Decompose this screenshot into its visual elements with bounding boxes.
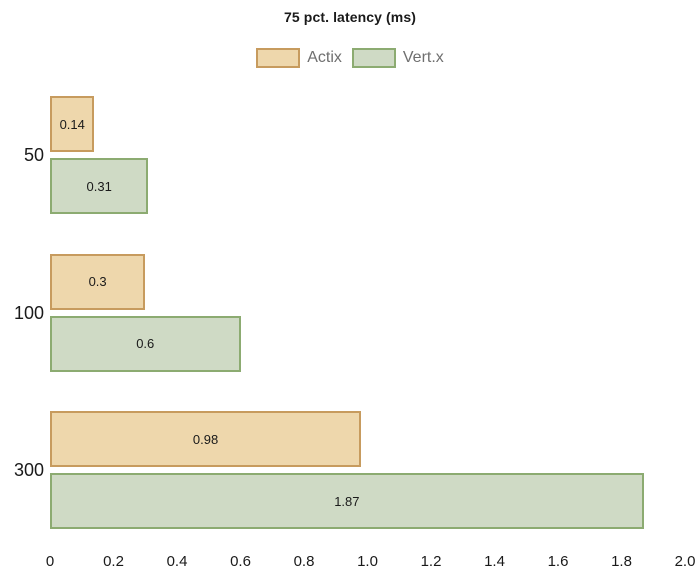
category-label-50: 50 [23,145,44,165]
bar-actix-100: 0.3 [50,253,146,310]
legend-label: Vert.x [402,49,444,66]
legend-item-actix: Actix [256,48,342,68]
bar-actix-300: 0.98 [50,411,362,467]
bar-value-label: 0.31 [86,178,112,194]
x-tick-label-2.0: 2.0 [674,553,696,570]
x-tick-label-1.0: 1.0 [357,553,378,570]
x-tick-label-0.6: 0.6 [230,553,251,570]
x-tick-label-0.8: 0.8 [293,553,315,570]
chart-legend: Actix Vert.x [0,47,700,69]
bar-value-label: 1.87 [334,493,360,509]
x-tick-label-1.2: 1.2 [420,553,442,570]
x-tick-label-0.4: 0.4 [166,553,188,570]
legend-swatch-vertx [351,48,396,68]
legend-swatch-actix [256,48,301,68]
bar-value-label: 0.6 [136,336,155,351]
bar-vertx-50: 0.31 [50,158,149,214]
x-tick-label-1.8: 1.8 [611,553,632,570]
x-tick-label-1.6: 1.6 [547,553,569,570]
x-tick-label-0.2: 0.2 [103,553,124,570]
category-label-300: 300 [13,460,44,480]
x-tick-label-0: 0 [45,553,55,570]
chart-title: 75 pct. latency (ms) [284,9,416,25]
legend-label: Actix [307,49,342,66]
category-label-100: 100 [13,302,44,323]
bar-vertx-300: 1.87 [50,473,644,529]
legend-item-vertx: Vert.x [351,48,444,68]
bar-vertx-100: 0.6 [50,315,241,372]
bar-actix-50: 0.14 [50,96,95,152]
bar-value-label: 0.3 [88,274,107,289]
x-tick-label-1.4: 1.4 [484,553,505,570]
bar-value-label: 0.14 [59,116,85,132]
bar-value-label: 0.98 [192,431,219,447]
